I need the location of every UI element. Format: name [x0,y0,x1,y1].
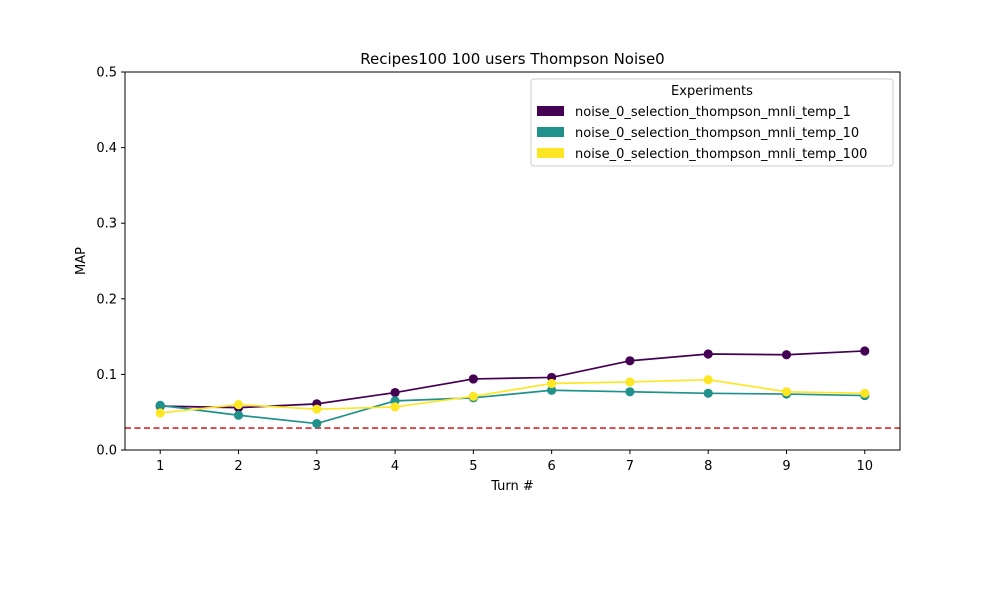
series-3-point [625,377,635,387]
x-tick-label: 3 [313,459,321,474]
legend-label-3: noise_0_selection_thompson_mnli_temp_100 [575,147,867,162]
legend-label-2: noise_0_selection_thompson_mnli_temp_10 [575,126,859,141]
x-tick-label: 5 [469,459,477,474]
series-2-point [155,400,165,410]
series-line-2 [160,389,865,425]
series-1-point [390,387,400,398]
series-line-1 [160,350,865,409]
series-1-point [468,374,478,384]
series-1-point [860,346,870,356]
legend-label-1: noise_0_selection_thompson_mnli_temp_1 [575,105,851,120]
series-2-point [547,385,557,395]
series-3-point [781,387,792,397]
series-2-point [703,388,713,398]
plot-area: 1 2 3 4 5 6 7 8 9 10 0.0 0.1 0.2 0.3 0.4 0.5 [96,66,901,474]
x-axis-label: Turn # [490,479,534,494]
series-1-point [625,356,635,366]
legend-swatch-3 [537,148,564,158]
axes-frame [124,71,901,451]
series-line-3 [160,378,865,414]
y-tick-label: 0.1 [96,368,117,383]
x-tick-label: 10 [856,459,873,474]
legend-title: Experiments [671,84,753,99]
series-3-point [860,388,870,398]
y-tick-label: 0.3 [96,217,117,232]
y-tick-label: 0.5 [96,66,117,81]
series-1-point [781,350,792,360]
x-tick-label: 1 [156,459,164,474]
series-3-point [390,402,400,412]
x-tick-label: 6 [548,459,556,474]
y-tick-label: 0.0 [96,444,117,459]
x-tick-label: 9 [782,459,790,474]
x-tick-label: 4 [391,459,399,474]
y-tick-label: 0.4 [96,141,117,156]
series-3-point [312,404,322,414]
series-3-point [468,391,478,401]
x-tick-label: 8 [704,459,712,474]
legend-box [530,78,894,167]
chart-title: Recipes100 100 users Thompson Noise0 [360,50,664,68]
series-3-point [155,408,165,418]
series-2-point [233,410,244,420]
series-3-point [547,378,557,389]
legend: Experiments noise_0_selection_thompson_m… [530,78,894,167]
x-tick-label: 2 [234,459,242,474]
series-2-point [312,418,322,429]
series-3-point [703,375,713,385]
x-tick-label: 7 [626,459,634,474]
series-1-point [703,349,713,359]
y-tick-label: 0.2 [96,292,117,307]
series-2-point [625,387,635,397]
legend-swatch-1 [537,106,564,116]
y-axis-label: MAP [74,247,89,275]
series-3-point [233,400,244,410]
legend-swatch-2 [537,127,564,137]
